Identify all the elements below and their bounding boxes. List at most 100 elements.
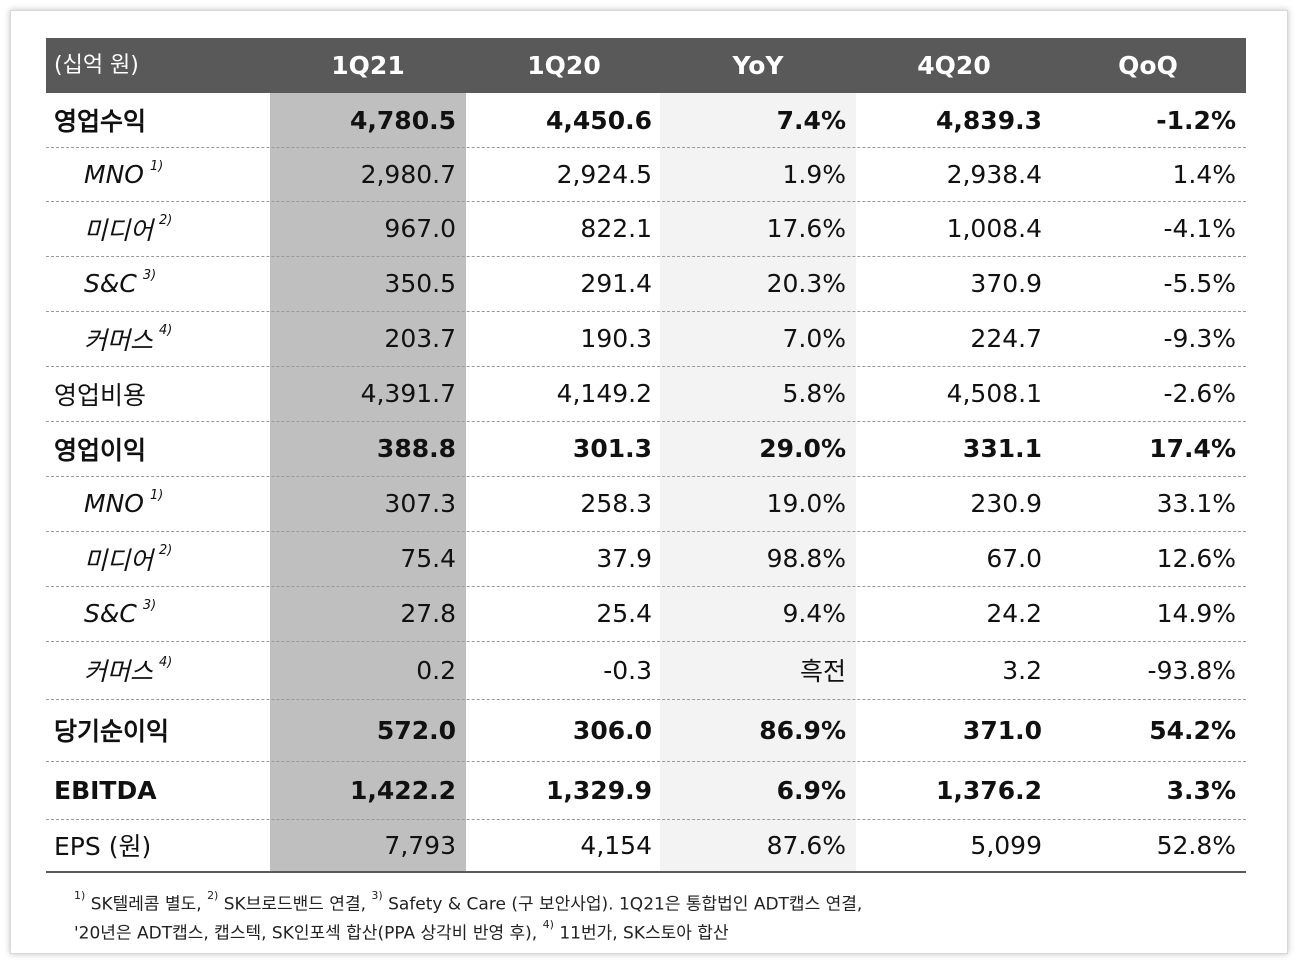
row-label-footnote-marker: 2) [159,543,173,558]
row-label-text: 미디어 [84,545,154,575]
cell-1q21: 1,422.2 [350,775,456,805]
cell-1q20: 4,154 [580,830,652,860]
cell-1q21: 350.5 [384,269,456,298]
highlight-column-1q21 [270,93,466,871]
cell-yoy: 98.8% [766,544,846,573]
table-row: 커머스 4) 203.7 190.3 7.0% 224.7 -9.3% [46,311,1246,367]
row-label-text: EBITDA [54,775,157,805]
cell-1q21: 2,980.7 [360,159,456,189]
row-label: 영업이익 [54,421,146,476]
cell-1q21: 27.8 [400,599,456,628]
col-header-yoy: YoY [732,51,784,80]
row-label-text: 커머스 [84,325,154,355]
cell-1q20: -0.3 [603,655,652,685]
row-label-footnote-marker: 3) [142,268,157,283]
cell-qoq: -2.6% [1163,379,1236,408]
footnote-line-1: 1) SK텔레콤 별도, 2) SK브로드밴드 연결, 3) Safety & … [74,888,1264,917]
cell-yoy: 86.9% [759,715,846,745]
row-label-text: 당기순이익 [54,717,170,746]
footnote-line-2: '20년은 ADT캡스, 캡스텍, SK인포섹 합산(PPA 상각비 반영 후)… [74,917,1264,946]
cell-yoy: 흑전 [799,657,846,686]
cell-yoy: 19.0% [766,489,846,518]
row-label: 미디어 2) [84,531,172,586]
cell-qoq: 33.1% [1156,489,1236,518]
cell-4q20: 1,008.4 [946,214,1042,243]
cell-4q20: 224.7 [970,324,1042,353]
cell-4q20: 4,839.3 [936,105,1042,135]
cell-qoq: -93.8% [1147,655,1236,685]
row-label: 미디어 2) [84,201,172,256]
row-label-footnote-marker: 3) [142,598,157,613]
cell-qoq: 3.3% [1166,775,1236,805]
footnote-text-3: Safety & Care (구 보안사업). 1Q21은 통합법인 ADT캡스… [382,894,863,915]
cell-1q20: 2,924.5 [556,159,652,189]
row-label-text: MNO [84,489,144,518]
table-row: MNO 1) 307.3 258.3 19.0% 230.9 33.1% [46,476,1246,532]
cell-qoq: -9.3% [1163,324,1236,353]
row-label: S&C 3) [84,586,156,641]
row-label-text: 영업이익 [54,435,147,465]
cell-yoy: 5.8% [782,379,846,408]
cell-qoq: -1.2% [1156,105,1236,135]
table-row: EBITDA 1,422.2 1,329.9 6.9% 1,376.2 3.3% [46,761,1246,820]
cell-4q20: 3.2 [1002,655,1042,685]
row-label-footnote-marker: 1) [149,488,164,503]
cell-1q21: 967.0 [384,214,456,243]
cell-qoq: 1.4% [1172,159,1236,189]
row-label-text: 영업수익 [54,107,147,136]
cell-1q21: 7,793 [384,830,456,860]
row-label: 커머스 4) [84,311,172,366]
col-header-1q21: 1Q21 [331,51,405,80]
col-header-qoq: QoQ [1118,51,1178,80]
row-label: 영업비용 [54,366,146,421]
row-label-text: 미디어 [84,215,154,245]
cell-4q20: 371.0 [962,715,1042,745]
row-label: 영업수익 [54,93,146,147]
table-row: S&C 3) 27.8 25.4 9.4% 24.2 14.9% [46,586,1246,642]
row-label-text: 영업비용 [54,380,147,410]
cell-qoq: -4.1% [1163,214,1236,243]
cell-4q20: 4,508.1 [946,379,1042,408]
cell-4q20: 230.9 [970,489,1042,518]
table-row: 영업수익 4,780.5 4,450.6 7.4% 4,839.3 -1.2% [46,93,1246,148]
table-row: S&C 3) 350.5 291.4 20.3% 370.9 -5.5% [46,256,1246,312]
cell-4q20: 67.0 [986,544,1042,573]
cell-4q20: 370.9 [970,269,1042,298]
cell-yoy: 7.4% [776,105,846,135]
table-row: 영업이익 388.8 301.3 29.0% 331.1 17.4% [46,421,1246,477]
row-label: S&C 3) [84,256,156,311]
cell-4q20: 24.2 [986,599,1042,628]
footnote: 1) SK텔레콤 별도, 2) SK브로드밴드 연결, 3) Safety & … [74,888,1264,945]
footnote-marker-4: 4) [542,917,554,931]
row-label-footnote-marker: 4) [159,323,173,338]
footnote-text-2: SK브로드밴드 연결, [218,894,372,915]
cell-yoy: 6.9% [776,775,846,805]
cell-1q20: 258.3 [580,489,652,518]
cell-yoy: 7.0% [782,324,846,353]
table-row: EPS (원) 7,793 4,154 87.6% 5,099 52.8% [46,819,1246,871]
cell-1q21: 203.7 [384,324,456,353]
yoy-column-shading [660,93,856,871]
cell-1q20: 4,450.6 [546,105,652,135]
row-label-text: MNO [84,159,144,189]
row-label: EPS (원) [54,819,151,871]
table-row: 미디어 2) 967.0 822.1 17.6% 1,008.4 -4.1% [46,201,1246,257]
table-header: (십억 원) 1Q21 1Q20 YoY 4Q20 QoQ [46,38,1246,93]
row-label-text: S&C [84,269,137,298]
cell-1q20: 37.9 [596,544,652,573]
table-bottom-rule [46,871,1246,873]
row-label-text: 커머스 [84,657,154,686]
cell-1q21: 4,391.7 [360,379,456,408]
col-header-4q20: 4Q20 [917,51,991,80]
cell-1q20: 291.4 [580,269,652,298]
table-row: MNO 1) 2,980.7 2,924.5 1.9% 2,938.4 1.4% [46,147,1246,202]
cell-4q20: 5,099 [970,830,1042,860]
cell-qoq: 12.6% [1156,544,1236,573]
row-label: MNO 1) [84,476,163,531]
footnote-marker-1: 1) [74,889,86,902]
row-label-text: EPS (원) [54,832,152,861]
footnote-marker-2: 2) [207,889,219,902]
cell-1q21: 307.3 [384,489,456,518]
row-label: MNO 1) [84,147,163,201]
cell-4q20: 331.1 [962,434,1042,463]
